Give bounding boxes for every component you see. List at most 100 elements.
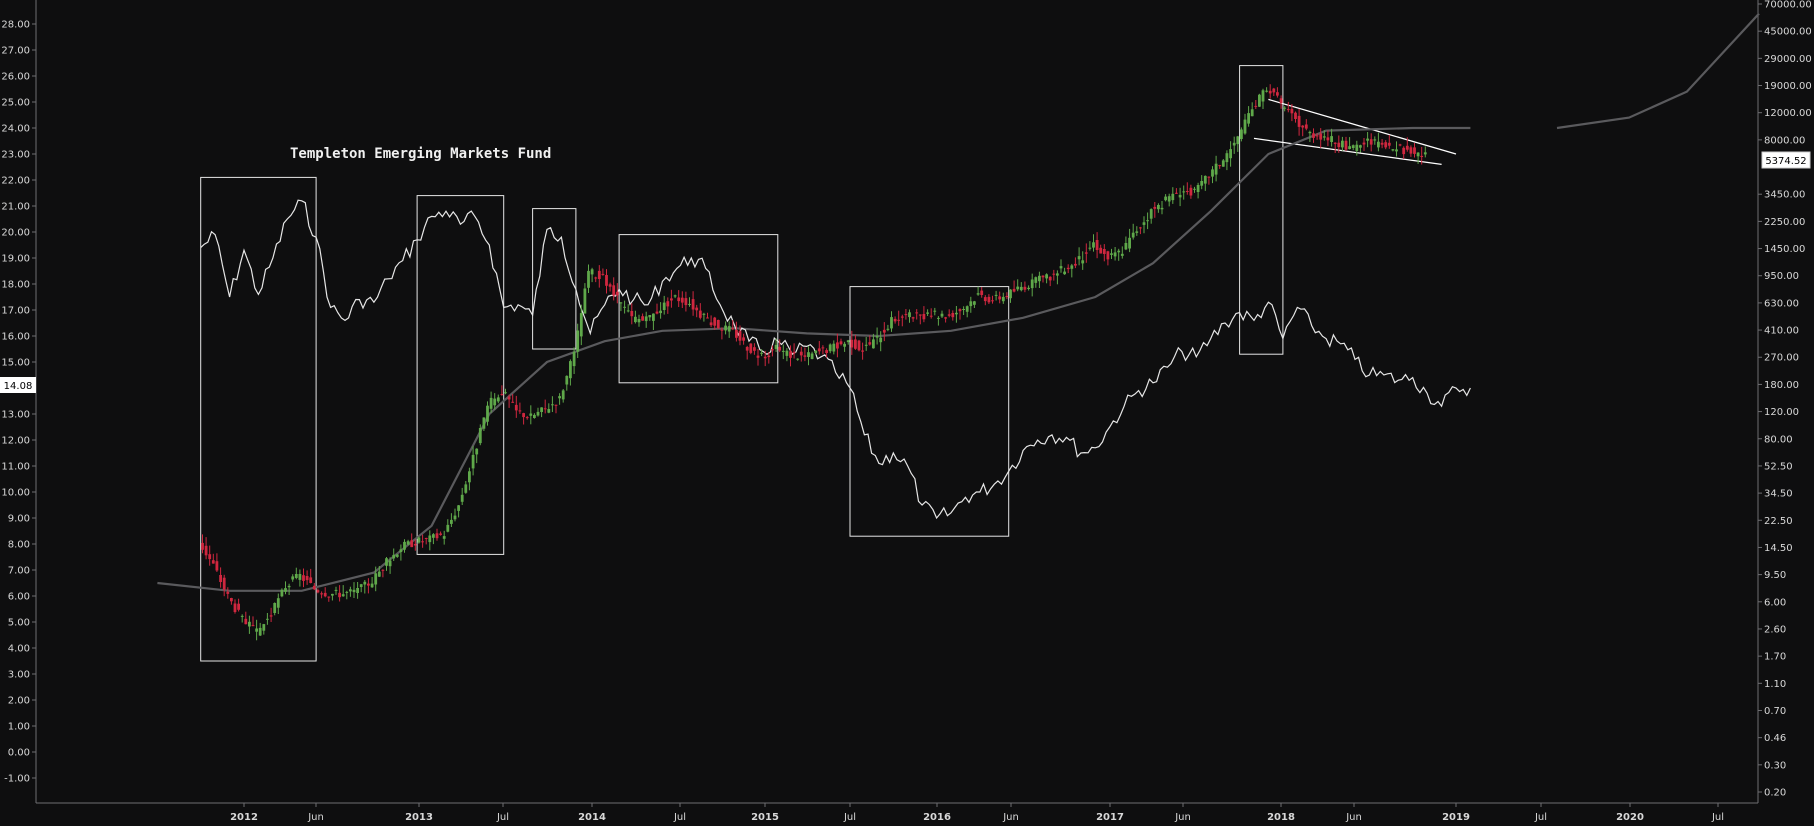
candle-body xyxy=(273,603,277,613)
candle-body xyxy=(1221,160,1225,167)
candle-body xyxy=(312,585,316,590)
candle-body xyxy=(969,301,973,307)
right-axis-ticks: 70000.00 45000.00 29000.00 19000.00 12000.00… xyxy=(1758,0,1812,799)
candle-body xyxy=(413,544,417,546)
candle-body xyxy=(1099,247,1103,254)
candle-body xyxy=(817,348,821,352)
x-tick-label: Jul xyxy=(843,812,856,823)
right-tick-label: 0.20 xyxy=(1764,788,1786,799)
candle-body xyxy=(1063,271,1066,275)
candle-body xyxy=(1203,175,1207,184)
candle-body xyxy=(489,397,493,409)
candle-body xyxy=(500,394,504,395)
candle-body xyxy=(879,337,883,343)
candle-body xyxy=(493,398,497,406)
left-tick-label: 4.00 xyxy=(8,644,30,655)
candle-body xyxy=(846,340,850,343)
candle-body xyxy=(1214,163,1218,175)
x-tick-label: Jun xyxy=(1174,812,1191,823)
candle-body xyxy=(367,583,370,586)
candle-body xyxy=(291,576,295,580)
candle-body xyxy=(1286,109,1290,111)
candle-body xyxy=(1131,232,1135,238)
candle-body xyxy=(1326,137,1330,141)
candle-body xyxy=(341,594,345,597)
candle-body xyxy=(1351,145,1355,148)
candle-body xyxy=(904,314,908,316)
candle-body xyxy=(478,428,482,444)
candle-body xyxy=(781,350,785,352)
candle-body xyxy=(864,344,868,346)
candle-body xyxy=(1038,275,1041,282)
candle-body xyxy=(684,298,688,306)
candle-body xyxy=(349,589,352,592)
candle-body xyxy=(1124,243,1128,250)
candle-body xyxy=(399,549,403,552)
right-tick-label: 3450.00 xyxy=(1764,190,1805,201)
left-tick-label: 6.00 xyxy=(8,592,30,603)
candle-body xyxy=(237,603,240,610)
candle-body xyxy=(1034,277,1038,283)
candle-body xyxy=(1019,286,1023,291)
candle-body xyxy=(1362,142,1366,145)
candle-body xyxy=(471,454,475,469)
candle-body xyxy=(1254,105,1258,107)
left-tick-label: 11.00 xyxy=(1,462,30,473)
left-tick-label: 25.00 xyxy=(1,98,30,109)
candle-body xyxy=(453,515,457,520)
candle-body xyxy=(680,297,684,303)
x-tick-label: Jun xyxy=(1345,812,1362,823)
candle-body xyxy=(825,350,828,353)
candle-body xyxy=(1164,196,1167,201)
candle-body xyxy=(940,313,944,317)
right-tick-label: 2.60 xyxy=(1764,624,1786,635)
candle-body xyxy=(785,350,789,356)
candle-body xyxy=(973,301,976,305)
candle-body xyxy=(608,284,612,287)
candle-body xyxy=(1102,249,1106,254)
candle-body xyxy=(670,298,673,301)
candle-body xyxy=(1366,138,1369,141)
annotation-box xyxy=(849,286,1010,537)
x-tick-label: 2020 xyxy=(1616,812,1644,823)
candle-body xyxy=(327,596,331,598)
candle-body xyxy=(316,590,320,593)
left-tick-label: 3.00 xyxy=(8,670,30,681)
right-tick-label: 1450.00 xyxy=(1764,244,1805,255)
candle-body xyxy=(385,558,388,566)
candle-body xyxy=(1312,133,1315,138)
candle-body xyxy=(1027,287,1030,289)
candle-body xyxy=(659,310,662,314)
candle-body xyxy=(1330,136,1333,142)
candle-body xyxy=(637,319,641,323)
candle-body xyxy=(1139,227,1142,229)
candle-body xyxy=(745,347,749,351)
candle-body xyxy=(248,621,251,627)
candle-body xyxy=(1416,152,1420,157)
annotation-layer xyxy=(200,65,1457,662)
candle-body xyxy=(1193,188,1196,190)
candle-body xyxy=(1297,115,1301,127)
candle-body xyxy=(763,356,767,359)
candle-body xyxy=(1128,237,1131,249)
left-current-value-badge: 14.08 xyxy=(0,377,36,393)
candle-body xyxy=(1056,273,1059,276)
candle-body xyxy=(893,318,897,322)
candle-body xyxy=(1268,90,1272,94)
candle-body xyxy=(918,314,922,316)
annotation-box xyxy=(1239,65,1284,355)
candle-body xyxy=(702,313,706,315)
candle-body xyxy=(1333,142,1337,144)
candle-body xyxy=(352,589,356,593)
candle-body xyxy=(432,534,435,538)
candle-body xyxy=(587,270,590,288)
candle-body xyxy=(554,404,558,406)
candle-body xyxy=(1405,145,1409,150)
candle-body xyxy=(435,533,439,539)
left-tick-label: 19.00 xyxy=(1,254,30,265)
candle-body xyxy=(1066,267,1070,270)
x-tick-label: Jun xyxy=(1002,812,1019,823)
candle-body xyxy=(266,618,269,620)
left-current-value: 14.08 xyxy=(4,381,33,392)
